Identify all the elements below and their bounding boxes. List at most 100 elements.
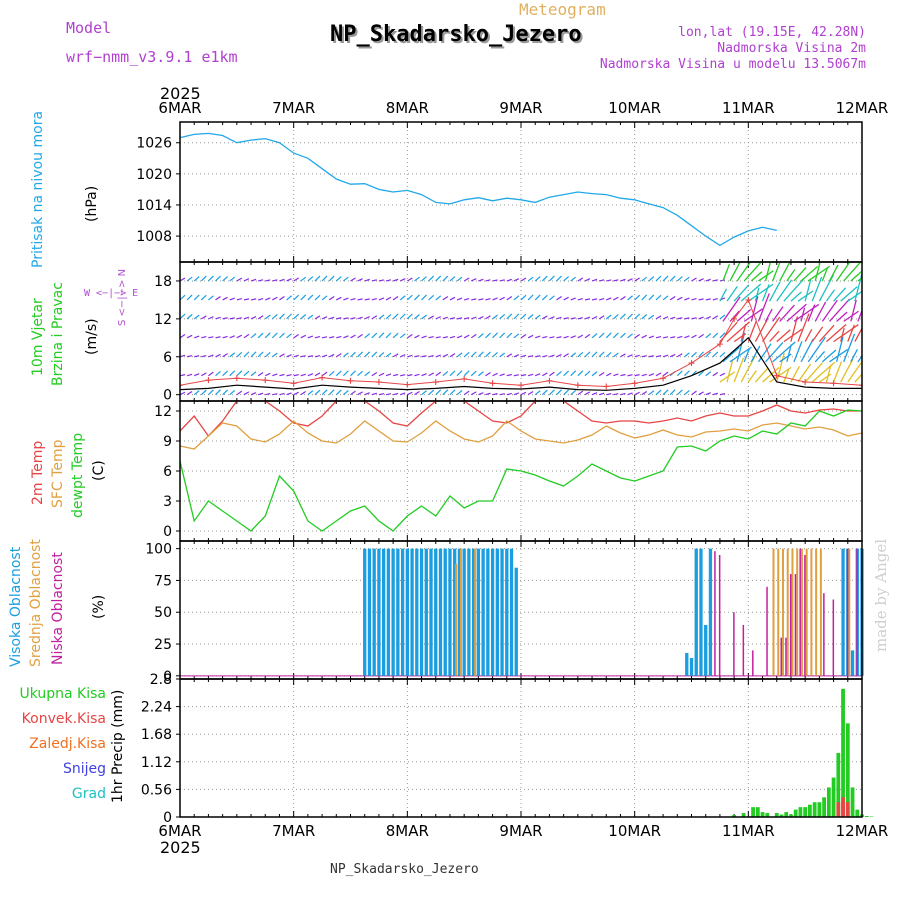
wind-barb [691, 390, 697, 396]
wind-barb-storm [779, 353, 792, 363]
wind-barb [414, 314, 420, 320]
high-cloud-bar [372, 548, 376, 676]
wind-barb [506, 353, 513, 358]
wind-barb [456, 370, 463, 377]
wind-barb [463, 390, 470, 396]
wind-barb [428, 335, 434, 339]
y-tick-label: 0.56 [141, 782, 172, 798]
meteogram-label: Meteogram [519, 0, 606, 19]
wind-barb [193, 276, 200, 282]
x-tick-label-top: 12MAR [836, 99, 889, 117]
wind-barb [556, 371, 562, 377]
high-cloud-bar [391, 548, 395, 676]
wind-barb [577, 370, 584, 377]
wind-barb [627, 278, 633, 282]
mid-cloud-bar [455, 563, 458, 676]
wind-barb [627, 295, 633, 301]
wind-barb [513, 354, 520, 358]
wind-barb [364, 333, 371, 339]
wind-barb [392, 353, 399, 358]
wind-barb [605, 372, 612, 377]
wind-barb [180, 334, 186, 339]
wind-barb [627, 392, 633, 396]
wind-barb [250, 298, 257, 301]
low-cloud-bar [742, 624, 745, 676]
mid-cloud-bar [796, 548, 799, 676]
wind-barb [634, 313, 641, 320]
wind-barb [676, 353, 683, 358]
x-tick-label-bottom: 11MAR [722, 822, 775, 840]
low-cloud-bar [780, 637, 782, 676]
wind-barb [577, 317, 583, 320]
wind-barb [506, 332, 513, 339]
wind-barb-storm [786, 344, 792, 362]
wind-barb [300, 314, 307, 320]
high-cloud-bar [419, 548, 424, 676]
wind-barb [314, 335, 321, 339]
wind-barb [662, 275, 669, 282]
wind-barb [407, 391, 413, 396]
wind-barb-storm [740, 324, 747, 342]
wind-barb [470, 351, 477, 358]
wind-barb [548, 389, 555, 396]
wind-barb [563, 296, 569, 301]
y-tick-label: 2.8 [150, 672, 172, 688]
high-cloud-bar [486, 548, 490, 676]
pressure-series-line [179, 132, 777, 247]
wind-barb [250, 351, 257, 358]
wind-barb [265, 279, 271, 282]
wind-barb [449, 296, 456, 301]
wind-barb-storm [719, 288, 728, 302]
wind-barb [712, 351, 719, 358]
wind-barb [492, 372, 498, 377]
wind-barb [257, 351, 264, 358]
x-tick-label-bottom: 12MAR [836, 822, 889, 840]
wind-barb [208, 316, 214, 320]
wind-barb [598, 332, 605, 339]
precip-total-bar [841, 688, 845, 817]
wind-barb [620, 353, 626, 358]
wind-barb [677, 317, 683, 320]
high-cloud-bar [514, 567, 518, 676]
wind-barb [258, 279, 264, 282]
wind-barb [705, 316, 711, 320]
wind-barb [485, 392, 491, 396]
wind-barb [606, 393, 612, 396]
wind-barb [563, 276, 570, 282]
wind-barb [421, 335, 427, 339]
wind-barb [307, 373, 314, 377]
wind-barb [428, 275, 435, 282]
wind-barb [598, 315, 605, 320]
x-tick-label-top: 11MAR [722, 99, 775, 117]
wind-barb [442, 371, 449, 377]
wind-barb-storm [793, 341, 803, 363]
wind-barb-storm [762, 367, 780, 383]
wind-barb [641, 390, 648, 396]
wind-barb [499, 332, 506, 339]
wind-barb [435, 275, 442, 282]
wind-barb [385, 373, 392, 377]
wind-barb [670, 336, 676, 339]
wind-barb-storm [772, 306, 784, 322]
wind-barb [435, 371, 442, 377]
precip-total-bar [864, 816, 869, 817]
wind-barb-storm [793, 267, 807, 282]
wind-barb [293, 354, 299, 358]
wind-barb-storm [800, 265, 819, 282]
high-cloud-bar [462, 548, 466, 676]
wind-barb [236, 351, 243, 358]
high-cloud-bar [467, 548, 471, 676]
wind-barb [215, 336, 221, 339]
wind-barb [662, 336, 669, 339]
dewpt-series-line [180, 409, 862, 532]
wind-barb [392, 295, 399, 301]
wind-barb [350, 370, 356, 377]
wind-barb [328, 353, 335, 358]
precip-total-bar [836, 752, 841, 817]
wind-barb [534, 314, 541, 320]
precip-conv-label: Konvek.Kisa [21, 711, 106, 727]
wind-barb [300, 276, 307, 282]
wind-barb [705, 371, 712, 377]
wind-barb [307, 314, 314, 320]
wind-barb [477, 351, 484, 358]
